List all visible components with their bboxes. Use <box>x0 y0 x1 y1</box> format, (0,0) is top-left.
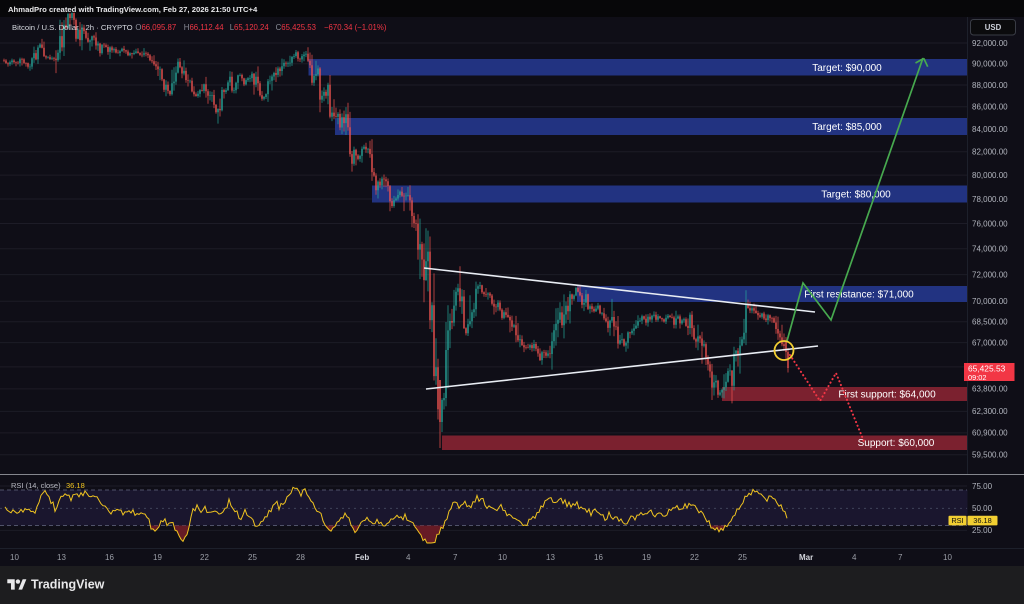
svg-text:59,500.00: 59,500.00 <box>972 451 1008 460</box>
svg-text:7: 7 <box>453 553 458 562</box>
svg-text:63,800.00: 63,800.00 <box>972 385 1008 394</box>
svg-text:68,500.00: 68,500.00 <box>972 318 1008 327</box>
svg-text:09:02: 09:02 <box>968 373 987 382</box>
svg-text:16: 16 <box>594 553 603 562</box>
svg-text:25: 25 <box>738 553 747 562</box>
svg-text:60,900.00: 60,900.00 <box>972 429 1008 438</box>
svg-text:4: 4 <box>406 553 411 562</box>
svg-text:25.00: 25.00 <box>972 526 993 535</box>
svg-text:36.18: 36.18 <box>66 481 85 490</box>
svg-text:Target: $80,000: Target: $80,000 <box>821 190 891 201</box>
svg-text:10: 10 <box>498 553 507 562</box>
svg-text:78,000.00: 78,000.00 <box>972 195 1008 204</box>
svg-text:76,000.00: 76,000.00 <box>972 219 1008 228</box>
svg-text:74,000.00: 74,000.00 <box>972 245 1008 254</box>
svg-text:4: 4 <box>852 553 857 562</box>
svg-text:16: 16 <box>105 553 114 562</box>
svg-text:10: 10 <box>943 553 952 562</box>
svg-text:62,300.00: 62,300.00 <box>972 407 1008 416</box>
svg-text:RSI: RSI <box>951 516 963 525</box>
svg-text:70,000.00: 70,000.00 <box>972 297 1008 306</box>
svg-text:22: 22 <box>200 553 209 562</box>
svg-text:First support: $64,000: First support: $64,000 <box>838 390 936 401</box>
svg-text:67,000.00: 67,000.00 <box>972 338 1008 347</box>
svg-text:Mar: Mar <box>799 553 813 562</box>
svg-text:13: 13 <box>546 553 555 562</box>
svg-text:Target: $90,000: Target: $90,000 <box>812 63 882 74</box>
svg-text:36.18: 36.18 <box>973 516 992 525</box>
svg-text:82,000.00: 82,000.00 <box>972 148 1008 157</box>
svg-text:28: 28 <box>296 553 305 562</box>
svg-text:84,000.00: 84,000.00 <box>972 125 1008 134</box>
svg-text:75.00: 75.00 <box>972 482 993 491</box>
svg-text:7: 7 <box>898 553 903 562</box>
svg-text:25: 25 <box>248 553 257 562</box>
svg-text:Target: $85,000: Target: $85,000 <box>812 122 882 133</box>
svg-text:Bitcoin / U.S. Dollar · 2h · C: Bitcoin / U.S. Dollar · 2h · CRYPTO <box>12 23 133 32</box>
svg-text:92,000.00: 92,000.00 <box>972 39 1008 48</box>
svg-text:10: 10 <box>10 553 19 562</box>
svg-text:RSI (14, close): RSI (14, close) <box>11 481 61 490</box>
svg-text:13: 13 <box>57 553 66 562</box>
svg-text:Support: $60,000: Support: $60,000 <box>858 438 935 449</box>
svg-text:AhmadPro created with TradingV: AhmadPro created with TradingView.com, F… <box>8 5 258 14</box>
svg-text:65,425.53: 65,425.53 <box>968 364 1006 374</box>
svg-text:90,000.00: 90,000.00 <box>972 60 1008 69</box>
svg-text:TradingView: TradingView <box>31 578 105 592</box>
svg-text:19: 19 <box>153 553 162 562</box>
svg-text:19: 19 <box>642 553 651 562</box>
svg-text:50.00: 50.00 <box>972 504 993 513</box>
svg-text:88,000.00: 88,000.00 <box>972 81 1008 90</box>
svg-text:Feb: Feb <box>355 553 369 562</box>
svg-text:USD: USD <box>985 23 1002 32</box>
svg-text:72,000.00: 72,000.00 <box>972 270 1008 279</box>
svg-text:22: 22 <box>690 553 699 562</box>
svg-text:86,000.00: 86,000.00 <box>972 103 1008 112</box>
svg-text:First resistance: $71,000: First resistance: $71,000 <box>804 290 914 301</box>
svg-text:80,000.00: 80,000.00 <box>972 171 1008 180</box>
